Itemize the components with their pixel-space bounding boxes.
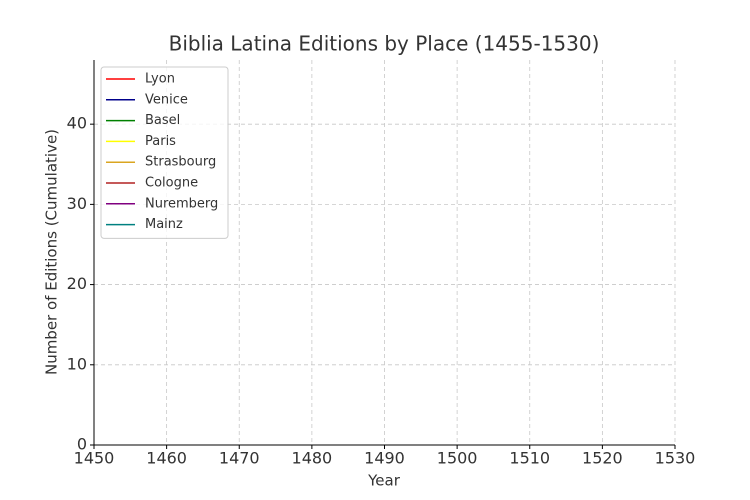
- y-tick-label: 0: [77, 435, 87, 454]
- legend-label: Basel: [145, 113, 180, 128]
- x-tick-label: 1500: [437, 449, 478, 468]
- y-tick-label: 10: [67, 354, 87, 373]
- chart-title: Biblia Latina Editions by Place (1455-15…: [169, 32, 600, 56]
- x-tick-label: 1520: [582, 449, 623, 468]
- legend: Lyon Venice Basel Paris Strasbourg Cologne Nur…: [100, 66, 229, 239]
- legend-label: Lyon: [145, 72, 175, 87]
- legend-label: Paris: [145, 134, 176, 149]
- y-tick-label: 20: [67, 274, 87, 293]
- y-tick-label: 30: [67, 194, 87, 213]
- legend-label: Mainz: [145, 217, 183, 232]
- x-axis-label: Year: [367, 472, 401, 490]
- legend-label: Cologne: [145, 176, 198, 191]
- x-tick-label: 1480: [292, 449, 333, 468]
- x-tick-label: 1470: [219, 449, 260, 468]
- x-tick-label: 1490: [364, 449, 405, 468]
- legend-label: Venice: [145, 92, 188, 107]
- x-tick-label: 1510: [509, 449, 550, 468]
- legend-box: [100, 66, 229, 239]
- y-tick-label: 40: [67, 114, 87, 133]
- x-tick-label: 1450: [74, 449, 115, 468]
- legend-label: Nuremberg: [145, 196, 218, 211]
- y-axis-label: Number of Editions (Cumulative): [43, 129, 61, 375]
- legend-label: Strasbourg: [145, 155, 216, 170]
- x-tick-label: 1460: [146, 449, 187, 468]
- x-tick-label: 1530: [655, 449, 696, 468]
